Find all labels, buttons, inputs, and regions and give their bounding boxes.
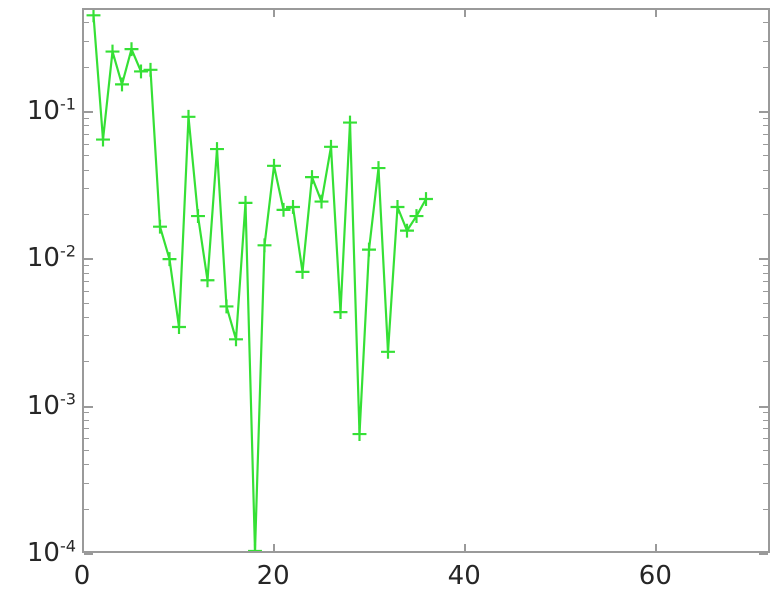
- data-point-marker: [162, 252, 177, 267]
- data-point-marker: [390, 200, 405, 214]
- data-point-marker: [400, 223, 414, 238]
- data-point-marker: [314, 194, 329, 209]
- data-point-marker: [419, 192, 433, 206]
- data-point-marker: [96, 132, 110, 147]
- data-point-marker: [191, 209, 205, 224]
- axis-tick: [759, 553, 768, 555]
- data-point-marker: [200, 273, 215, 288]
- data-point-marker: [381, 344, 395, 359]
- data-point-marker: [219, 299, 234, 314]
- x-axis-tick-label: 20: [256, 561, 290, 591]
- x-axis-tick-label: 60: [638, 561, 672, 591]
- y-axis-tick-label: 10-1: [26, 94, 76, 126]
- data-series-plot: [86, 10, 433, 551]
- data-point-marker: [362, 242, 376, 257]
- data-point-marker: [115, 77, 129, 92]
- data-point-marker: [248, 544, 262, 551]
- data-point-marker: [305, 170, 319, 185]
- data-point-marker: [295, 264, 310, 279]
- data-point-marker: [238, 195, 253, 210]
- data-point-marker: [333, 305, 348, 320]
- axis-tick: [84, 553, 93, 555]
- data-point-marker: [276, 202, 291, 217]
- data-point-marker: [153, 219, 167, 234]
- data-point-marker: [257, 238, 272, 253]
- y-axis-tick-label: 10-2: [26, 241, 76, 274]
- data-point-marker: [286, 200, 300, 214]
- x-axis-tick-label: 0: [73, 561, 91, 591]
- series-markers: [86, 10, 433, 551]
- data-point-marker: [181, 109, 196, 124]
- data-point-marker: [371, 161, 386, 176]
- data-point-marker: [324, 139, 338, 154]
- x-axis-tick-label: 40: [447, 561, 481, 591]
- data-point-marker: [86, 10, 101, 23]
- data-point-marker: [105, 44, 120, 59]
- data-point-marker: [229, 332, 243, 347]
- y-axis-tick-label: 10-4: [26, 536, 76, 568]
- y-axis-tick-label: 10-3: [26, 389, 76, 421]
- data-point-marker: [134, 64, 148, 79]
- data-point-marker: [267, 158, 281, 173]
- data-point-marker: [352, 427, 367, 442]
- data-point-marker: [124, 42, 139, 57]
- plot-area: [82, 8, 770, 553]
- data-point-marker: [210, 142, 224, 157]
- data-point-marker: [172, 320, 186, 334]
- series-line: [92, 15, 427, 551]
- data-point-marker: [343, 115, 357, 130]
- data-point-marker: [143, 62, 158, 77]
- data-point-marker: [409, 209, 424, 224]
